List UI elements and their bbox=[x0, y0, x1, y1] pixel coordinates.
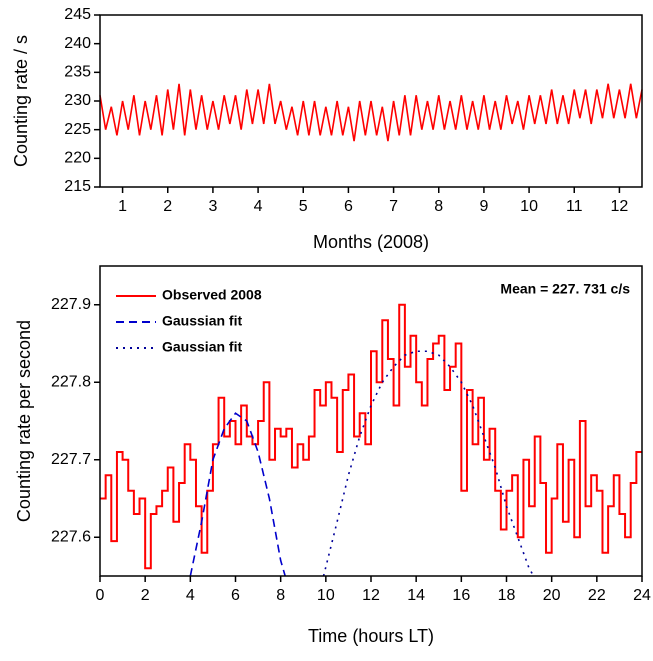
y-tick-label: 227.7 bbox=[51, 451, 91, 468]
x-tick-label: 5 bbox=[299, 198, 308, 215]
y-axis-label: Counting rate per second bbox=[14, 320, 34, 522]
x-tick-label: 3 bbox=[208, 198, 217, 215]
y-tick-label: 235 bbox=[64, 64, 91, 81]
legend-label: Gaussian fit bbox=[162, 313, 242, 329]
y-tick-label: 240 bbox=[64, 35, 91, 52]
y-tick-label: 220 bbox=[64, 150, 91, 167]
x-tick-label: 8 bbox=[434, 198, 443, 215]
x-tick-label: 20 bbox=[543, 587, 561, 604]
x-axis-label: Months (2008) bbox=[313, 232, 429, 252]
x-tick-label: 6 bbox=[344, 198, 353, 215]
x-tick-label: 4 bbox=[254, 198, 263, 215]
x-tick-label: 24 bbox=[633, 587, 651, 604]
x-tick-label: 2 bbox=[141, 587, 150, 604]
x-tick-label: 4 bbox=[186, 587, 195, 604]
step-line bbox=[100, 303, 642, 570]
y-axis-label: Counting rate / s bbox=[11, 35, 31, 167]
x-tick-label: 10 bbox=[317, 587, 335, 604]
x-tick-label: 18 bbox=[498, 587, 516, 604]
series-line bbox=[99, 83, 643, 142]
legend-label: Observed 2008 bbox=[162, 287, 262, 303]
x-tick-label: 0 bbox=[96, 587, 105, 604]
x-tick-label: 14 bbox=[407, 587, 425, 604]
y-tick-label: 225 bbox=[64, 121, 91, 138]
x-tick-label: 6 bbox=[231, 587, 240, 604]
annotation: Mean = 227. 731 c/s bbox=[500, 281, 630, 297]
y-tick-label: 230 bbox=[64, 92, 91, 109]
y-tick-label: 227.9 bbox=[51, 296, 91, 313]
y-tick-label: 215 bbox=[64, 178, 91, 195]
x-tick-label: 12 bbox=[362, 587, 380, 604]
x-tick-label: 22 bbox=[588, 587, 606, 604]
x-tick-label: 12 bbox=[611, 198, 629, 215]
x-tick-label: 10 bbox=[520, 198, 538, 215]
series-line bbox=[322, 350, 535, 577]
x-tick-label: 1 bbox=[118, 198, 127, 215]
y-tick-label: 227.8 bbox=[51, 373, 91, 390]
x-tick-label: 16 bbox=[452, 587, 470, 604]
series-line bbox=[189, 412, 286, 577]
y-tick-label: 245 bbox=[64, 6, 91, 23]
x-tick-label: 8 bbox=[276, 587, 285, 604]
x-tick-label: 7 bbox=[389, 198, 398, 215]
y-tick-label: 227.6 bbox=[51, 528, 91, 545]
x-axis-label: Time (hours LT) bbox=[308, 626, 434, 646]
x-tick-label: 9 bbox=[479, 198, 488, 215]
x-tick-label: 2 bbox=[163, 198, 172, 215]
x-tick-label: 11 bbox=[566, 198, 583, 215]
legend-label: Gaussian fit bbox=[162, 339, 242, 355]
